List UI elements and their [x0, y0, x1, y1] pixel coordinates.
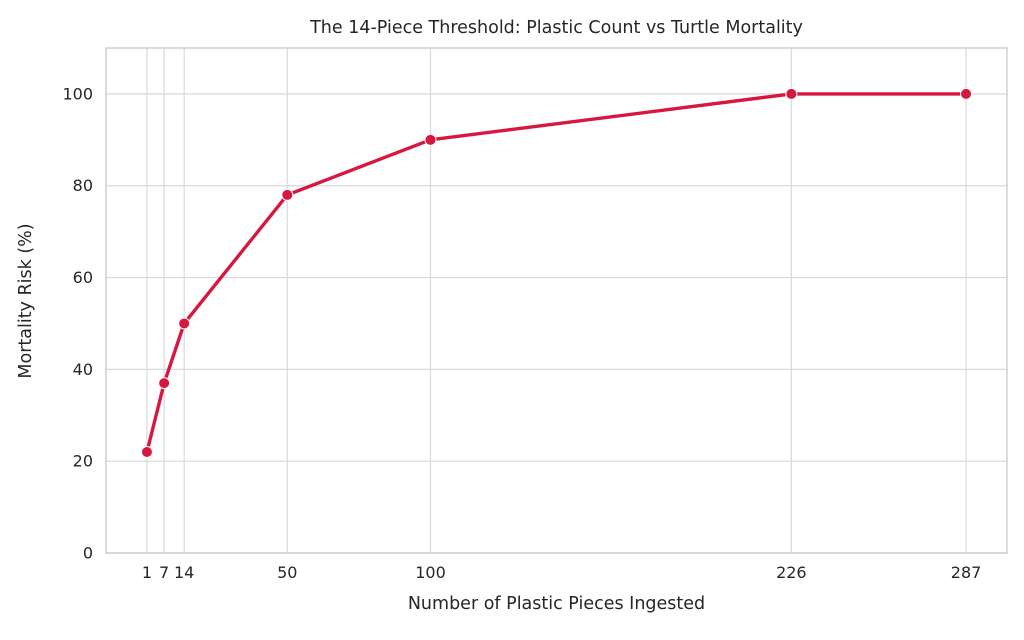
x-tick-label: 14: [174, 563, 194, 582]
y-tick-label: 20: [73, 452, 93, 471]
data-point: [424, 133, 437, 146]
data-point: [158, 377, 171, 390]
x-axis-label: Number of Plastic Pieces Ingested: [407, 594, 706, 614]
x-tick-label: 100: [415, 563, 446, 582]
x-tick-label: 287: [951, 563, 982, 582]
plot-border: [105, 47, 1008, 554]
y-tick-label: 40: [73, 360, 93, 379]
data-point: [140, 446, 153, 458]
data-point: [178, 317, 191, 330]
series-line: [145, 92, 968, 454]
x-tick-label: 7: [159, 563, 169, 582]
y-tick-label: 100: [62, 84, 93, 103]
chart-title: The 14-Piece Threshold: Plastic Count vs…: [310, 18, 803, 38]
x-tick-label: 1: [142, 563, 152, 582]
data-point: [785, 87, 798, 100]
y-tick-label: 80: [73, 176, 93, 195]
y-tick-label: 0: [83, 544, 93, 563]
data-point: [960, 87, 973, 100]
data-point: [281, 188, 294, 201]
y-tick-label: 60: [73, 268, 93, 287]
y-axis-label: Mortality Risk (%): [16, 223, 36, 379]
x-tick-label: 50: [277, 563, 297, 582]
x-tick-label: 226: [776, 563, 807, 582]
